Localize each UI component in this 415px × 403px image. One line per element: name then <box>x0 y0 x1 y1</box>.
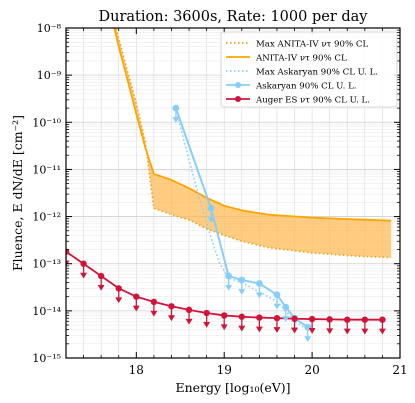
askaryan-point <box>238 276 246 284</box>
askaryan-point <box>225 272 233 280</box>
legend-anita: ANITA-IV ντ 90% CL <box>226 54 347 64</box>
y-tick-label: 10⁻¹⁰ <box>32 116 61 129</box>
y-tick-label: 10⁻¹¹ <box>32 163 61 176</box>
auger-point <box>379 316 386 323</box>
auger-point <box>256 314 263 321</box>
legend-askaryan: Askaryan 90% CL U. L. <box>226 82 357 92</box>
askaryan-point <box>207 204 215 212</box>
askaryan-point <box>172 104 180 112</box>
auger-point <box>115 285 122 292</box>
legend-box <box>220 31 398 108</box>
plot-frame <box>65 27 401 359</box>
auger-point <box>185 306 193 314</box>
y-tick-label: 10⁻¹² <box>32 211 61 224</box>
auger-point <box>150 298 158 306</box>
series-markers <box>66 104 386 342</box>
legend-auger-label: Auger ES ντ 90% CL U. L. <box>255 96 370 106</box>
auger-point <box>273 314 281 322</box>
x-tick-label: 19 <box>217 363 232 377</box>
auger-point <box>97 272 105 280</box>
auger-point <box>66 248 70 255</box>
legend-max-askaryan-label: Max Askaryan 90% CL U. L. <box>256 68 378 78</box>
auger-point <box>344 316 351 323</box>
y-axis-label: Fluence, E dN/dE [cm⁻²] <box>10 115 25 271</box>
auger-point <box>238 313 245 320</box>
y-tick-label: 10⁻¹⁴ <box>32 305 61 318</box>
legend-max-anita-label: Max ANITA-IV ντ 90% CL <box>256 40 368 50</box>
askaryan-point <box>282 303 290 311</box>
auger-point <box>308 315 316 323</box>
y-tick-label: 10⁻¹⁵ <box>32 352 61 365</box>
auger-point <box>326 316 333 323</box>
legend-auger-marker <box>235 96 241 102</box>
auger-point <box>361 316 369 323</box>
anita-shaded-band <box>114 28 392 258</box>
y-tick-label: 10⁻¹³ <box>32 258 61 271</box>
x-tick-label: 21 <box>392 363 407 377</box>
auger-point <box>221 312 228 319</box>
chart-title: Duration: 3600s, Rate: 1000 per day <box>99 9 369 25</box>
legend: Max ANITA-IV ντ 90% CL ANITA-IV ντ 90% CL… <box>220 31 398 108</box>
askaryan-point <box>255 280 263 287</box>
y-tick-label: 10⁻⁹ <box>37 69 62 82</box>
legend-askaryan-marker <box>235 82 241 88</box>
anita-band <box>114 28 392 258</box>
x-tick-label: 18 <box>129 363 144 377</box>
x-tick-label: 20 <box>304 363 319 377</box>
y-tick-label: 10⁻⁸ <box>37 22 62 35</box>
legend-anita-label: ANITA-IV ντ 90% CL <box>255 54 347 64</box>
auger-point <box>203 309 210 317</box>
legend-askaryan-label: Askaryan 90% CL U. L. <box>255 82 357 92</box>
legend-auger: Auger ES ντ 90% CL U. L. <box>226 96 370 106</box>
series-line-max-anita <box>115 28 392 259</box>
legend-max-askaryan: Max Askaryan 90% CL U. L. <box>226 68 378 78</box>
series-line-anita <box>113 28 392 222</box>
legend-max-anita: Max ANITA-IV ντ 90% CL <box>226 40 368 50</box>
x-axis-label: Energy [log₁₀(eV)] <box>175 380 290 395</box>
auger-limit-arrow <box>66 251 70 267</box>
auger-point <box>291 315 298 322</box>
auger-point <box>168 303 175 310</box>
auger-point <box>80 260 87 267</box>
auger-point <box>133 293 140 300</box>
askaryan-point <box>273 291 281 299</box>
